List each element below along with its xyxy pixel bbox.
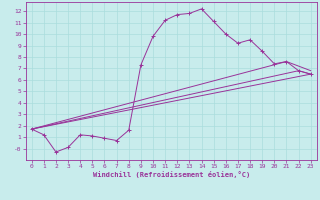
X-axis label: Windchill (Refroidissement éolien,°C): Windchill (Refroidissement éolien,°C) bbox=[92, 171, 250, 178]
